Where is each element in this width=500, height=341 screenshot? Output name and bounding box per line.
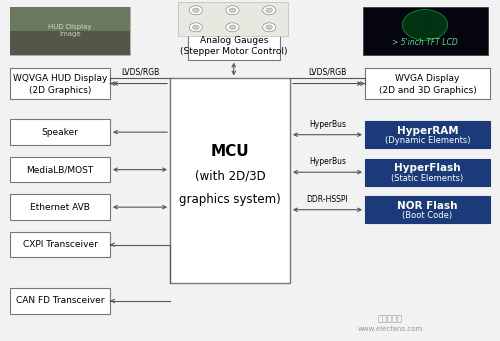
Bar — [362, 7, 488, 55]
Text: MediaLB/MOST: MediaLB/MOST — [26, 165, 94, 174]
Text: (2D and 3D Graphics): (2D and 3D Graphics) — [378, 86, 476, 95]
Text: HyperFlash: HyperFlash — [394, 163, 461, 173]
Bar — [10, 119, 110, 145]
Bar — [170, 78, 290, 283]
Bar — [10, 288, 110, 314]
Circle shape — [262, 23, 276, 32]
Text: HyperRAM: HyperRAM — [396, 125, 458, 136]
Bar — [10, 68, 110, 99]
Circle shape — [266, 8, 272, 13]
Bar — [365, 121, 490, 148]
Circle shape — [192, 8, 199, 13]
Circle shape — [226, 23, 239, 32]
Circle shape — [189, 23, 202, 32]
Bar — [10, 31, 130, 55]
Text: Speaker: Speaker — [42, 128, 78, 137]
Text: Analog Gauges: Analog Gauges — [200, 36, 268, 45]
Text: Ethernet AVB: Ethernet AVB — [30, 203, 90, 212]
Text: CAN FD Transceiver: CAN FD Transceiver — [16, 296, 104, 306]
Circle shape — [266, 25, 272, 30]
Text: MCU: MCU — [210, 144, 250, 159]
Circle shape — [229, 8, 236, 13]
Text: LVDS/RGB: LVDS/RGB — [121, 67, 159, 76]
Circle shape — [189, 6, 202, 15]
Bar — [188, 31, 280, 60]
Text: CXPI Transceiver: CXPI Transceiver — [22, 240, 98, 249]
Bar — [365, 68, 490, 99]
Text: HyperBus: HyperBus — [309, 157, 346, 166]
Bar — [365, 196, 490, 223]
Bar — [10, 157, 110, 182]
Bar — [10, 232, 110, 257]
Bar — [178, 2, 288, 36]
Text: > 5'inch TFT LCD: > 5'inch TFT LCD — [392, 38, 458, 47]
Circle shape — [226, 6, 239, 15]
Circle shape — [192, 25, 199, 30]
Text: (Dynamic Elements): (Dynamic Elements) — [385, 136, 470, 145]
Text: graphics system): graphics system) — [179, 193, 281, 206]
Text: (2D Graphics): (2D Graphics) — [29, 86, 91, 95]
Text: 电子发烧友: 电子发烧友 — [378, 314, 402, 323]
Text: WQVGA HUD Display: WQVGA HUD Display — [13, 74, 107, 84]
Text: LVDS/RGB: LVDS/RGB — [308, 67, 346, 76]
Text: (with 2D/3D: (with 2D/3D — [194, 169, 266, 182]
Text: (Static Elements): (Static Elements) — [392, 174, 464, 183]
Bar — [10, 194, 110, 220]
Text: (Boot Code): (Boot Code) — [402, 211, 452, 220]
Bar — [365, 159, 490, 186]
Text: NOR Flash: NOR Flash — [397, 201, 458, 211]
Text: WVGA Display: WVGA Display — [396, 74, 460, 84]
Text: DDR-HSSPI: DDR-HSSPI — [306, 195, 348, 204]
Text: HUD Display
Image: HUD Display Image — [48, 24, 92, 37]
Circle shape — [229, 25, 236, 30]
Bar — [10, 7, 130, 55]
Text: (Stepper Motor Control): (Stepper Motor Control) — [180, 47, 288, 56]
Circle shape — [262, 6, 276, 15]
Text: www.elecfans.com: www.elecfans.com — [358, 326, 422, 332]
Bar — [10, 7, 130, 31]
Text: HyperBus: HyperBus — [309, 120, 346, 129]
Circle shape — [402, 10, 448, 40]
